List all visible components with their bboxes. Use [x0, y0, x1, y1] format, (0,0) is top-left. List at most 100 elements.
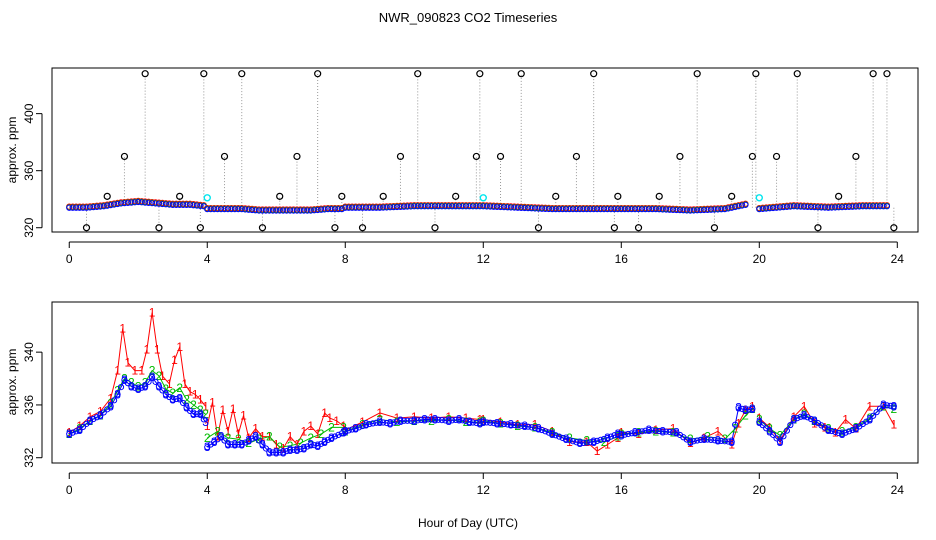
series-3-point: 3	[456, 412, 463, 426]
series-1-point: 1	[187, 385, 194, 399]
bottom-x-tick-label: 8	[342, 483, 349, 497]
baseline-blue-point	[221, 206, 228, 213]
top-x-tick-label: 0	[66, 252, 73, 266]
flagged-point	[610, 224, 618, 232]
series-2-point: 2	[87, 414, 94, 428]
top-x-tick-label: 4	[204, 252, 211, 266]
baseline-blue-point	[173, 201, 180, 209]
baseline-blue-point	[183, 201, 190, 209]
series-3-point: 3	[411, 414, 418, 428]
series-3-circle	[483, 419, 490, 426]
series-2-point: 2	[66, 427, 73, 441]
series-1-point: 1	[604, 438, 611, 452]
series-3-circle	[545, 429, 552, 436]
series-2-point: 2	[732, 422, 739, 436]
baseline-blue-point	[117, 200, 125, 207]
baseline-blue-point	[407, 203, 414, 210]
series-3-circle	[656, 427, 663, 435]
series-3-circle	[459, 417, 466, 424]
baseline-blue-point	[366, 204, 373, 211]
series-1-point: 1	[476, 412, 483, 426]
series-3-circle	[652, 427, 659, 434]
series-3-circle	[290, 446, 297, 453]
series-3-circle	[635, 428, 642, 436]
series-2-point: 2	[463, 415, 470, 429]
series-1-point: 1	[280, 441, 287, 455]
series-3-circle	[631, 429, 639, 436]
series-3-circle	[790, 416, 797, 423]
baseline-blue-point	[290, 207, 297, 214]
baseline-blue-point	[459, 203, 466, 210]
series-3-circle	[807, 415, 815, 423]
series-3-point: 3	[340, 426, 347, 440]
baseline-blue-point	[400, 203, 408, 210]
series-3-circle	[421, 416, 428, 423]
series-1-point: 1	[131, 364, 138, 378]
series-3-circle	[362, 421, 370, 428]
series-3-circle	[190, 411, 197, 418]
series-2-point: 2	[176, 381, 183, 395]
baseline-blue-point	[625, 206, 632, 213]
baseline-blue-point	[490, 203, 497, 210]
baseline-blue-point	[873, 203, 880, 210]
baseline-blue-point	[694, 207, 701, 214]
series-3-circle	[414, 417, 421, 424]
flagged-point	[472, 152, 480, 161]
series-3-circle	[79, 423, 87, 431]
series-2-point: 2	[266, 430, 273, 444]
series-1-point: 1	[735, 416, 742, 430]
series-3-circle	[535, 425, 542, 432]
baseline-blue-point	[859, 203, 866, 210]
series-1-point: 1	[125, 356, 132, 370]
series-3-point: 3	[156, 379, 163, 393]
baseline-blue-point	[787, 203, 794, 210]
flagged-point	[496, 152, 505, 161]
flagged-point	[238, 70, 246, 78]
bottom-x-tick-label: 12	[477, 483, 491, 497]
baseline-blue-point	[687, 207, 694, 214]
series-3-circle	[442, 417, 449, 424]
series-1-point: 1	[204, 419, 211, 433]
series-3-point: 3	[321, 435, 328, 449]
baseline-blue-point	[711, 206, 718, 213]
series-3-point: 3	[811, 414, 818, 428]
baseline-blue-point	[528, 205, 535, 212]
series-3-circle	[355, 424, 363, 431]
series-1-point: 1	[230, 402, 237, 416]
series-1-point: 1	[209, 395, 216, 409]
flagged-point	[655, 192, 663, 200]
baseline-blue-point	[373, 204, 380, 211]
baseline-blue-point	[438, 203, 445, 210]
series-3-circle	[383, 419, 390, 427]
baseline-blue-point	[169, 201, 176, 209]
series-3-circle	[104, 406, 111, 413]
series-3-circle	[590, 438, 597, 445]
series-3-circle	[745, 406, 753, 413]
baseline-blue-point	[818, 204, 825, 211]
series-3-circle	[732, 421, 739, 428]
baseline-blue-point	[79, 204, 87, 211]
series-1-point: 1	[340, 419, 347, 433]
series-3-circle	[659, 428, 666, 435]
baseline-blue-point	[521, 204, 528, 212]
baseline-blue-point	[870, 203, 877, 210]
series-3-circle	[694, 437, 701, 444]
series-3-circle	[528, 424, 535, 431]
baseline-blue-point	[562, 206, 570, 213]
baseline-blue-point	[390, 204, 397, 211]
series-3-circle	[462, 418, 470, 425]
series-3-circle	[380, 419, 387, 426]
series-2-point: 2	[866, 411, 873, 425]
flagged-point	[552, 192, 560, 200]
top-data-marks	[66, 70, 898, 232]
series-3-point: 3	[715, 434, 722, 448]
series-3-point: 3	[632, 426, 639, 440]
series-3-circle	[224, 441, 232, 448]
baseline-blue-point	[155, 200, 163, 207]
baseline-blue-point	[69, 204, 76, 211]
series-2-point: 2	[749, 402, 756, 416]
flagged-point	[634, 224, 643, 232]
baseline-blue-point	[549, 206, 556, 213]
series-3-circle	[738, 405, 746, 412]
series-3-point: 3	[777, 435, 784, 449]
